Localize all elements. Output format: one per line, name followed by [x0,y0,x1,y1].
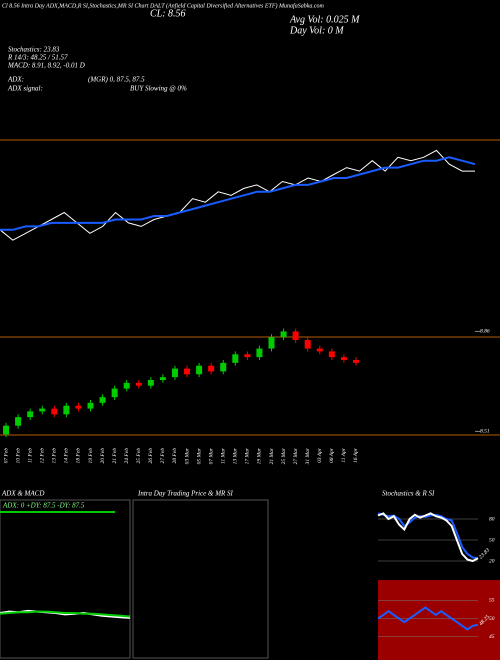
x-tick-label: 05 Mar [196,447,202,464]
series-line [377,606,479,631]
chart-title: Cl 8.56 Intra Day ADX,MACD,R SI,Stochast… [2,2,325,9]
x-tick-label: 21 Mar [269,447,275,464]
x-tick-label: 03 Apr [317,447,323,463]
candle-body [328,351,335,358]
series-line [0,610,131,618]
x-tick-label: 14 Feb [63,448,70,464]
annotation: MACD: 8.91, 8.92, -0.01 D [7,62,85,70]
x-tick-label: 28 Feb [172,448,178,464]
candle-body [256,348,263,358]
annotation: Day Vol: 0 M [289,25,344,36]
x-tick-label: 25 Mar [281,447,287,464]
x-tick-label: 16 Apr [353,447,359,463]
x-tick-label: 18 Feb [76,448,82,464]
x-tick-label: 19 Feb [88,448,94,464]
candle-body [147,380,154,386]
panel [132,499,269,659]
candle-body [292,331,299,340]
annotation: CL: 8.56 [150,8,186,19]
x-tick-label: 25 Feb [136,448,142,464]
annotation: ADX signal: [7,85,43,93]
x-tick-label: 03 Mar [184,447,190,464]
candle-body [87,402,94,409]
annotation: ADX: [7,76,24,84]
candle-body [27,411,34,418]
x-tick-label: 07 Mar [208,447,214,464]
candle-body [123,382,130,389]
candle-body [39,408,46,412]
annotation: BUY Slowing @ 0% [130,85,187,93]
candle-body [316,348,323,352]
candle-body [75,405,82,409]
candle-body [184,368,191,375]
x-tick-label: 10 Feb [15,448,21,464]
candle-body [208,365,215,372]
candle-body [51,408,58,415]
candle-body [352,360,359,363]
candle-body [99,397,106,403]
series-line [0,149,475,241]
x-tick-label: 24 Feb [123,448,130,464]
candle-body [171,368,178,378]
x-tick-label: 27 Mar [293,447,299,464]
candle-body [268,337,275,349]
x-tick-label: 13 Mar [233,447,239,464]
x-tick-label: 19 Mar [257,447,263,464]
x-tick-label: 11 Mar [220,447,226,464]
y-tick-label: 50 [489,537,495,543]
x-tick-label: 07 Feb [3,448,9,464]
y-tick-label: 8.51 [480,429,490,435]
y-tick-label: 50 [489,616,495,622]
y-tick-label: 45 [489,633,495,640]
x-tick-label: 12 Feb [39,448,45,464]
annotation: R 14/3: 48.25 / 51.57 [7,54,68,62]
candle-body [3,425,10,435]
x-tick-label: 17 Mar [245,447,251,464]
y-tick-label: 8.86 [480,329,490,335]
candle-body [15,417,22,426]
panel-subtitle: ADX: 0 +DY: 87.5 -DY: 87.5 [2,502,85,510]
candle-body [232,354,239,363]
candle-body [244,354,251,358]
x-tick-label: 20 Feb [100,448,106,464]
annotation: (MGR) 0, 87.5, 87.5 [88,76,145,84]
candle-body [159,377,166,380]
panel [0,499,131,659]
panel-title: ADX & MACD [1,490,44,498]
candle-body [63,405,70,415]
panel-title: Intra Day Trading Price & MR SI [137,490,234,498]
candle-body [340,357,347,360]
y-tick-label: 55 [489,598,495,604]
candle-body [196,365,203,375]
x-tick-label: 08 Apr [329,447,335,463]
candle-body [135,382,142,386]
series-line [377,512,479,563]
x-tick-label: 11 Feb [27,448,33,463]
panel-bg [378,580,500,660]
candle-body [304,340,311,349]
x-tick-label: 26 Feb [148,448,154,464]
x-tick-label: 31 Mar [305,447,311,465]
x-tick-label: 13 Feb [52,448,58,464]
candle-body [111,388,118,398]
candle-body [220,362,227,372]
annotation: Avg Vol: 0.025 M [289,14,360,25]
candle-body [280,331,287,338]
series-line [0,156,476,231]
x-tick-label: 21 Feb [112,448,118,464]
x-tick-label: 27 Feb [160,448,166,464]
x-tick-label: 11 Apr [341,447,347,462]
y-tick-label: 20 [489,558,495,564]
series-line [377,512,479,560]
panel-title: Stochastics & R SI [382,490,435,498]
y-tick-label: 80 [489,516,495,522]
annotation: Stochastics: 23.83 [8,46,60,54]
